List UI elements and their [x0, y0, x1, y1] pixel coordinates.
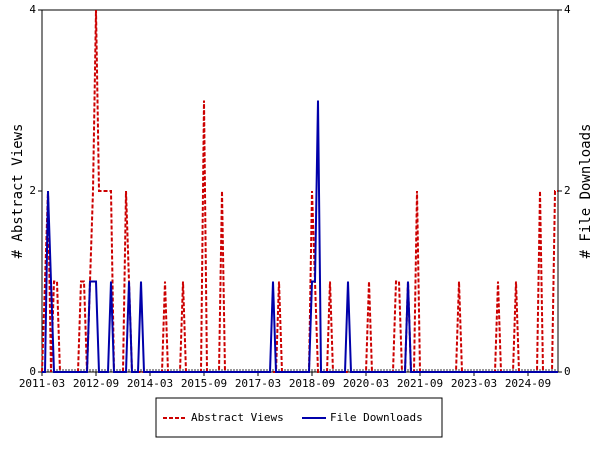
y2-tick-label: 0: [564, 365, 571, 378]
x-tick-label: 2021-09: [397, 377, 443, 390]
y-tick-label: 4: [29, 3, 36, 16]
legend-label: File Downloads: [330, 411, 423, 424]
legend-label: Abstract Views: [191, 411, 284, 424]
series-line: [42, 100, 558, 373]
y2-axis-label: # File Downloads: [578, 124, 594, 259]
y2-tick-label: 2: [564, 184, 571, 197]
x-tick-label: 2012-09: [73, 377, 119, 390]
x-tick-label: 2023-03: [451, 377, 497, 390]
x-tick-label: 2017-03: [235, 377, 281, 390]
legend-box: [155, 397, 443, 438]
y-axis-label: # Abstract Views: [10, 124, 26, 259]
x-tick-label: 2018-09: [289, 377, 335, 390]
x-tick-label: 2015-09: [181, 377, 227, 390]
x-tick-label: 2020-03: [343, 377, 389, 390]
x-tick-label: 2014-03: [127, 377, 173, 390]
y-tick-label: 0: [29, 365, 36, 378]
plot-frame: [41, 9, 559, 373]
y-tick-label: 2: [29, 184, 36, 197]
y2-tick-label: 4: [564, 3, 571, 16]
x-tick-label: 2011-03: [19, 377, 65, 390]
x-tick-label: 2024-09: [505, 377, 551, 390]
